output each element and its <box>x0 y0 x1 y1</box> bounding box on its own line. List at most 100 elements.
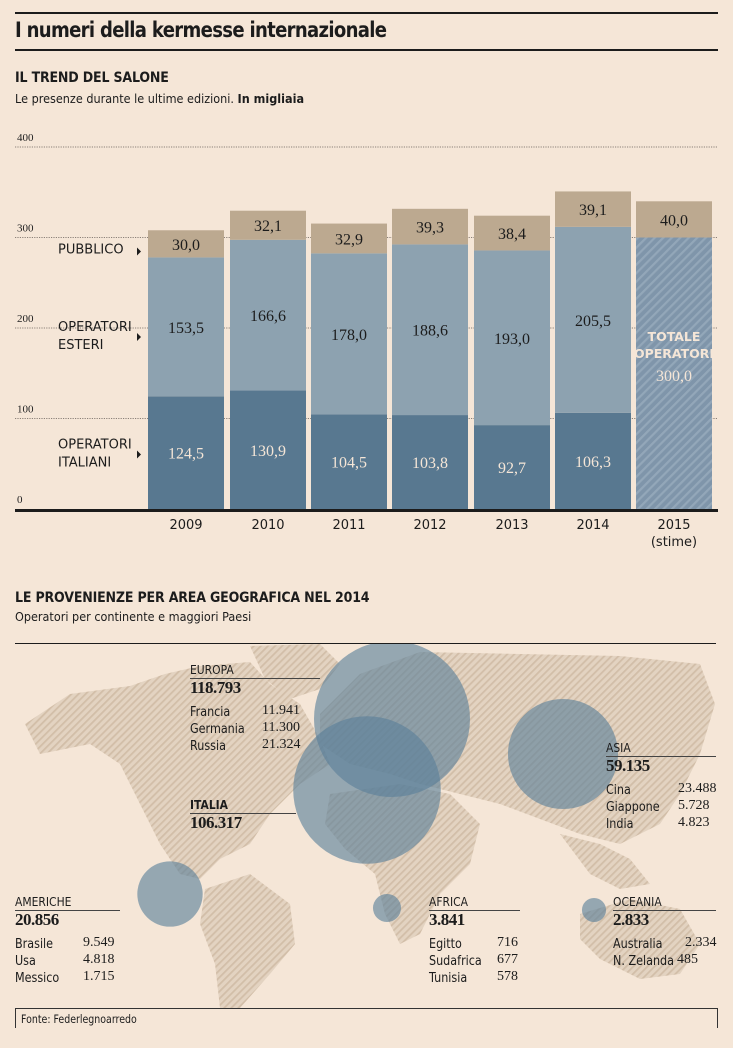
bar-italiani <box>230 390 306 509</box>
country-value: 485 <box>677 952 698 967</box>
trend-subtitle: Le presenze durante le ultime edizioni. … <box>15 91 304 106</box>
bar-pubblico <box>474 215 550 251</box>
bar-label: 205,5 <box>575 313 611 330</box>
xtick-label: 2013 <box>495 518 528 533</box>
bar-label: 32,9 <box>335 231 363 248</box>
bubble-americhe <box>137 861 203 927</box>
bubble-italia <box>293 716 441 864</box>
geo-subtitle: Operatori per continente e maggiori Paes… <box>15 609 252 624</box>
legend-arrow-icon <box>137 450 141 459</box>
top-rule <box>15 12 718 14</box>
source-box: Fonte: Federlegnoarredo <box>15 1008 718 1028</box>
bar-label: 38,4 <box>498 226 526 243</box>
bar-esteri <box>230 239 306 391</box>
ytick-label: 0 <box>17 494 23 506</box>
land-greenland <box>250 644 340 699</box>
ytick-label: 400 <box>17 132 34 144</box>
country-name: India <box>606 817 634 832</box>
area-name-africa: AFRICA <box>429 894 469 909</box>
bar-pubblico <box>555 191 631 227</box>
bar-label: 188,6 <box>412 323 448 340</box>
country-value: 1.715 <box>83 969 115 984</box>
country-value: 677 <box>497 952 518 967</box>
legend-label-italiani: OPERATORI <box>58 438 132 453</box>
country-value: 21.324 <box>262 737 301 752</box>
bar-label: 39,1 <box>579 202 607 219</box>
bar-label: 130,9 <box>250 443 286 460</box>
area-total-italia: 106.317 <box>190 813 242 832</box>
country-row: Tunisia 578 <box>429 969 518 986</box>
bar-label: 40,0 <box>660 212 688 229</box>
country-row: Usa 4.818 <box>15 952 115 969</box>
country-name: Germania <box>190 722 245 737</box>
area-name-europa: EUROPA <box>190 662 234 677</box>
land-southeast-asia <box>560 834 650 889</box>
title-rule <box>15 49 718 51</box>
country-row: N. Zelanda 485 <box>613 952 698 969</box>
bar-italiani <box>474 425 550 509</box>
country-row: Cina 23.488 <box>606 781 717 798</box>
bar-esteri <box>555 226 631 413</box>
country-value: 11.941 <box>262 703 300 718</box>
bar-pubblico <box>636 201 712 238</box>
area-name-asia: ASIA <box>606 740 631 755</box>
land-south-america <box>200 874 295 1008</box>
xtick-label: 2015 <box>657 518 690 533</box>
ytick-label: 300 <box>17 223 34 235</box>
country-value: 4.823 <box>678 815 710 830</box>
bar-pubblico <box>311 223 387 254</box>
area-total-europa: 118.793 <box>190 678 241 697</box>
area-total-americhe: 20.856 <box>15 910 59 929</box>
land-australia <box>580 899 700 979</box>
legend-arrow-icon <box>137 247 141 256</box>
bar-pubblico <box>148 230 224 258</box>
ytick-label: 100 <box>17 404 34 416</box>
bar-label: 178,0 <box>331 327 367 344</box>
country-row: Brasile 9.549 <box>15 935 115 952</box>
trend-title: IL TREND DEL SALONE <box>15 70 169 86</box>
legend-label-esteri: OPERATORI <box>58 320 132 335</box>
area-total-asia: 59.135 <box>606 756 650 775</box>
country-name: Sudafrica <box>429 954 482 969</box>
country-name: Russia <box>190 739 226 754</box>
bar-label: 32,1 <box>254 218 282 235</box>
xtick-label: 2014 <box>576 518 609 533</box>
country-name: Brasile <box>15 937 54 952</box>
leader-line-italia <box>190 813 296 814</box>
country-row: Egitto 716 <box>429 935 518 952</box>
estimate-value: 300,0 <box>656 368 692 385</box>
legend-label-pubblico: PUBBLICO <box>58 243 124 258</box>
country-name: Australia <box>613 937 663 952</box>
xtick-label: 2010 <box>251 518 284 533</box>
area-total-oceania: 2.833 <box>613 910 649 929</box>
bar-italiani <box>311 414 387 509</box>
estimate-label-line1: TOTALE <box>648 329 701 344</box>
geo-title: LE PROVENIENZE PER AREA GEOGRAFICA NEL 2… <box>15 590 370 606</box>
bar-label: 30,0 <box>172 237 200 254</box>
estimate-label-line2: OPERATORI <box>634 346 714 361</box>
bar-label: 153,5 <box>168 320 204 337</box>
country-name: Cina <box>606 783 631 798</box>
country-name: N. Zelanda <box>613 954 675 969</box>
bar-esteri <box>148 257 224 397</box>
bar-label: 193,0 <box>494 331 530 348</box>
country-value: 5.728 <box>678 798 710 813</box>
bar-estimate-operatori <box>636 237 712 509</box>
xtick-label: 2012 <box>413 518 446 533</box>
country-row: Germania 11.300 <box>190 720 300 737</box>
x-axis-line <box>15 509 718 512</box>
country-name: Giappone <box>606 800 660 815</box>
land-north-america <box>25 662 330 879</box>
bar-italiani <box>392 415 468 509</box>
geo-rule <box>15 643 716 644</box>
leader-line-americhe <box>15 910 120 911</box>
trend-bar-chart: 0 100 200 300 400 124,5 153,5 30,0 130,9 166,6 32… <box>15 132 718 550</box>
bar-label: 104,5 <box>331 455 367 472</box>
source-text: Fonte: Federlegnoarredo <box>21 1012 137 1026</box>
legend-label-esteri: ESTERI <box>58 338 104 353</box>
xtick-label: 2011 <box>332 518 365 533</box>
trend-unit: In migliaia <box>237 91 305 106</box>
bubble-africa <box>372 893 402 923</box>
leader-line-oceania <box>613 910 716 911</box>
country-value: 23.488 <box>678 781 717 796</box>
